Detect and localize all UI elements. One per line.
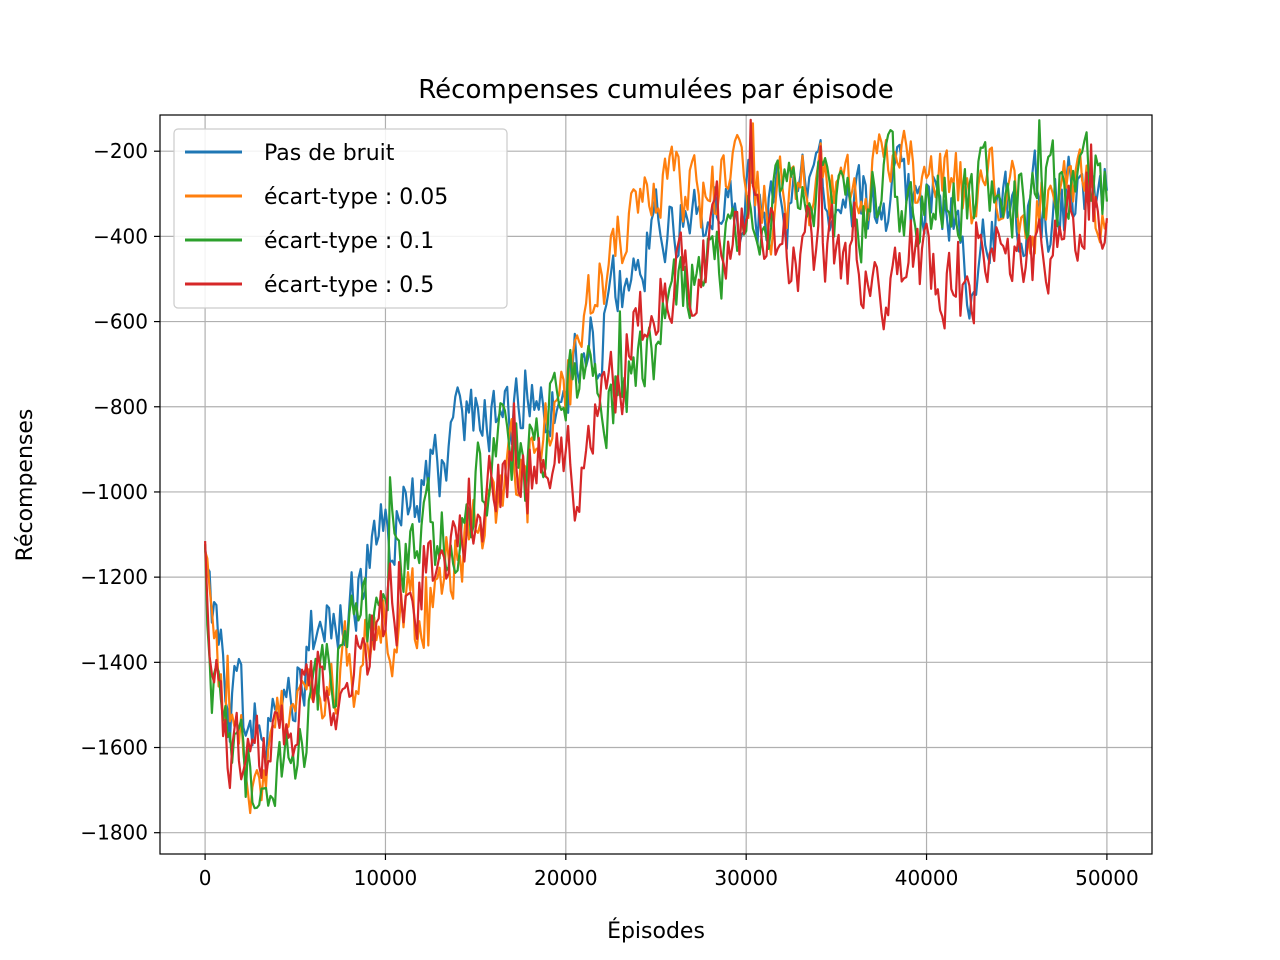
- y-tick-label: −1200: [80, 565, 148, 589]
- ticks: 0 10000 20000 30000 40000 50000 −1800 −1600 −140…: [80, 139, 1138, 890]
- y-axis-label: Récompenses: [13, 409, 38, 562]
- legend-label-no-noise: Pas de bruit: [264, 141, 395, 166]
- y-tick-label: −1000: [80, 480, 148, 504]
- y-tick-label: −600: [93, 310, 148, 334]
- legend: Pas de bruit écart-type : 0.05 écart-typ…: [173, 128, 508, 309]
- y-tick-label: −1400: [80, 650, 148, 674]
- x-tick-label: 20000: [534, 866, 598, 890]
- series-line-1: [204, 122, 1108, 815]
- legend-box: [173, 128, 508, 309]
- y-tick-label: −800: [93, 395, 148, 419]
- x-axis-label: Épisodes: [607, 918, 705, 944]
- series-line-2: [204, 119, 1108, 810]
- plot-frame: [159, 114, 1153, 855]
- x-tick-label: 30000: [714, 866, 778, 890]
- y-tick-label: −400: [93, 224, 148, 248]
- series-layer: [204, 118, 1108, 815]
- x-tick-label: 40000: [895, 866, 959, 890]
- x-tick-label: 10000: [354, 866, 418, 890]
- legend-label-std-0-1: écart-type : 0.1: [264, 229, 434, 254]
- legend-label-std-0-5: écart-type : 0.5: [264, 273, 434, 298]
- y-tick-label: −1800: [80, 821, 148, 845]
- x-tick-label: 50000: [1075, 866, 1139, 890]
- y-tick-label: −200: [93, 139, 148, 163]
- x-tick-label: 0: [199, 866, 212, 890]
- y-tick-label: −1600: [80, 736, 148, 760]
- legend-label-std-0-05: écart-type : 0.05: [264, 185, 448, 210]
- chart-title: Récompenses cumulées par épisode: [418, 75, 893, 105]
- series-line-3: [204, 118, 1108, 790]
